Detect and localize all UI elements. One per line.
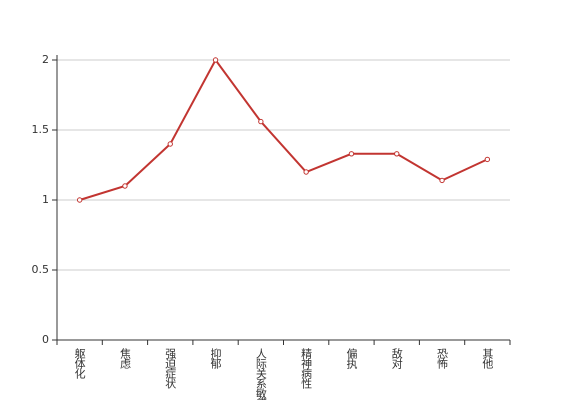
point [394, 151, 400, 157]
point [303, 169, 309, 175]
y-tick-label: 1.5 [32, 123, 50, 136]
y-tick-label: 0 [42, 333, 49, 346]
point [212, 57, 219, 63]
x-tick-label: 精神病性 [300, 348, 313, 390]
point [258, 118, 264, 125]
point [122, 183, 128, 189]
point [484, 156, 491, 163]
x-tick-label: 强迫症状 [164, 348, 177, 389]
x-tick-label: 抑郁 [209, 347, 222, 369]
x-tick-label: 其他 [481, 348, 494, 369]
point [76, 197, 83, 203]
x-tick-label: 焦虑 [118, 348, 131, 369]
x-tick-label: 敌对 [390, 347, 403, 369]
x-tick-label: 恐怖 [436, 348, 449, 369]
y-tick-label: 0.5 [32, 263, 50, 276]
point [167, 141, 173, 147]
line [79, 58, 488, 201]
y-tick-label: 1 [42, 193, 49, 206]
x-tick-label: 躯体化 [73, 348, 86, 380]
y-tick-label: 2 [42, 53, 49, 66]
point [439, 177, 445, 184]
x-tick-label: 偏执 [345, 347, 358, 370]
x-tick-label: 人际关系敏感 [254, 348, 267, 400]
point [348, 151, 355, 157]
